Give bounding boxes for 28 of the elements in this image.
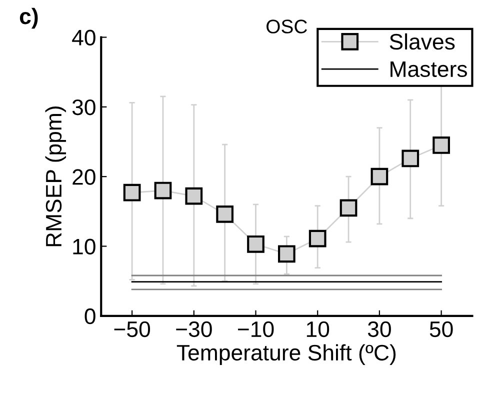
x-tick-label: −50	[114, 321, 150, 338]
point	[308, 230, 326, 248]
x-tick-label: 50	[430, 321, 453, 338]
point	[370, 168, 388, 186]
legend-label: Masters	[390, 62, 467, 78]
point	[278, 245, 296, 263]
x-tick-label: 30	[368, 321, 391, 338]
point	[185, 187, 203, 205]
y-axis-title: RMSEP (ppm)	[45, 106, 66, 246]
y-tick-label: 40	[72, 30, 96, 46]
y-tick-label: 20	[72, 169, 96, 185]
x-axis-title: Temperature Shift (ºC)	[176, 344, 396, 365]
x-tick-label: −30	[176, 321, 212, 338]
legend-label: Slaves	[390, 33, 455, 50]
y-tick-label: 30	[72, 99, 96, 116]
x-tick-label: 10	[306, 321, 330, 338]
point	[247, 235, 264, 253]
text: c)	[20, 8, 38, 29]
point	[340, 199, 358, 217]
y-tick-label: 10	[73, 238, 96, 255]
point	[432, 136, 450, 154]
point	[123, 184, 141, 202]
point	[216, 206, 234, 223]
point	[402, 150, 420, 168]
point	[154, 182, 172, 200]
y-tick-label: 0	[84, 308, 96, 324]
chart-title: OSC	[266, 20, 308, 34]
x-tick-label: −10	[238, 321, 274, 338]
